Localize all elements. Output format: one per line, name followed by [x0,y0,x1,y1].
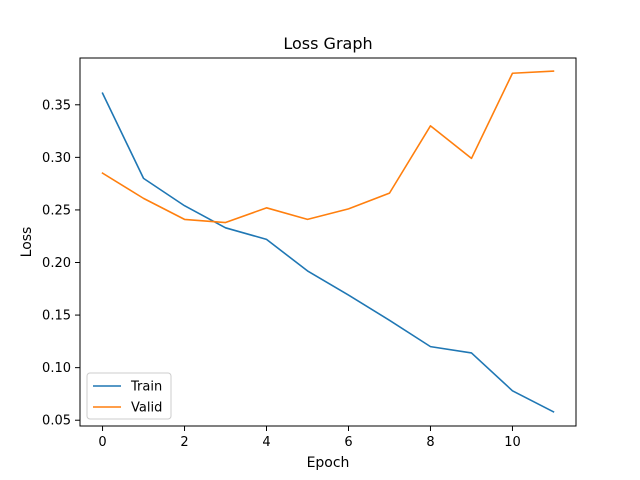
x-tick-label: 6 [344,435,352,450]
y-axis-ticks: 0.05 0.10 0.15 0.20 0.25 0.30 0.35 [42,98,80,429]
y-tick-label: 0.10 [42,361,71,376]
y-tick-label: 0.20 [42,256,71,271]
plot-frame [79,57,577,427]
y-tick-label: 0.05 [42,414,71,429]
x-tick-label: 10 [504,435,521,450]
legend-label-valid: Valid [131,401,162,416]
x-tick-label: 8 [426,435,434,450]
series-line-train [101,92,555,413]
y-tick-label: 0.25 [42,203,71,218]
x-tick-label: 4 [262,435,270,450]
series-layer [101,70,555,413]
x-axis-ticks: 0 2 4 6 8 10 [98,426,521,450]
y-tick-label: 0.15 [42,309,71,324]
x-axis-label: Epoch [307,455,350,471]
series-line-valid [101,70,555,224]
legend-label-train: Train [130,380,162,395]
chart-title: Loss Graph [283,34,372,53]
y-tick-label: 0.30 [42,151,71,166]
legend: Train Valid [86,372,172,420]
x-tick-label: 0 [98,435,106,450]
x-tick-label: 2 [180,435,188,450]
y-axis-label: Loss [19,227,35,258]
y-tick-label: 0.35 [42,98,71,113]
